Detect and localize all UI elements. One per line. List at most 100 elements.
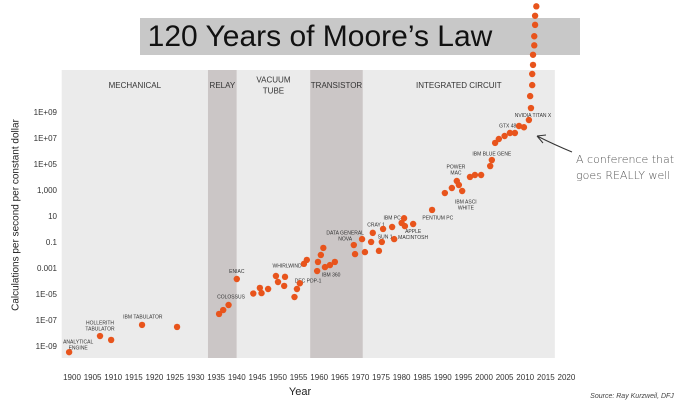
era-label: VACUUM <box>256 76 290 85</box>
data-point <box>293 285 301 293</box>
x-tick-label: 1900 <box>63 373 81 382</box>
x-tick-label: 1980 <box>393 373 411 382</box>
y-tick-label: 1E+09 <box>34 108 58 117</box>
y-tick-label: 1E+05 <box>34 160 58 169</box>
plot-area: MECHANICAL RELAY VACUUM TUBE TRANSISTOR INTEG… <box>61 70 555 358</box>
era-band <box>207 70 237 358</box>
era-band <box>61 70 208 358</box>
data-point <box>533 3 540 10</box>
y-tick-label: 1E+07 <box>34 134 58 143</box>
data-point <box>511 129 519 137</box>
callout-text: goes REALLY well <box>576 169 670 182</box>
data-point <box>272 272 280 280</box>
data-point <box>361 248 369 256</box>
data-point <box>486 162 494 170</box>
y-tick-label: 1E-07 <box>36 316 58 325</box>
point-label: TABULATOR <box>85 327 115 333</box>
data-point <box>173 323 181 331</box>
era-band <box>362 70 555 358</box>
point-label: MAC <box>450 171 462 177</box>
x-tick-label: 1905 <box>84 373 102 382</box>
data-point <box>379 225 387 233</box>
x-tick-label: 2000 <box>475 373 493 382</box>
x-tick-label: 1975 <box>372 373 390 382</box>
data-point <box>369 229 376 237</box>
data-point <box>531 42 538 49</box>
data-point <box>65 348 73 356</box>
point-label: MACINTOSH <box>398 235 428 241</box>
x-tick-label: 1935 <box>207 373 225 382</box>
data-point <box>233 275 240 283</box>
data-point <box>526 92 534 100</box>
data-point <box>375 247 383 255</box>
data-point <box>250 290 257 297</box>
y-tick-label: 1E-09 <box>36 342 58 351</box>
point-label: PENTIUM PC <box>422 216 453 222</box>
x-tick-label: 1920 <box>146 373 164 382</box>
x-tick-label: 1990 <box>434 373 452 382</box>
point-label: WHIRLWIND <box>273 263 302 269</box>
data-point <box>531 33 538 40</box>
y-tick-label: 0.001 <box>37 264 58 273</box>
data-point <box>501 132 508 140</box>
data-point <box>215 310 223 318</box>
x-axis-label: Year <box>289 386 312 398</box>
data-point <box>531 12 539 19</box>
point-label: IBM ASCI <box>455 199 477 205</box>
data-point <box>326 261 334 269</box>
data-point <box>471 171 479 179</box>
data-point <box>428 206 436 214</box>
point-label: IBM BLUE GENE <box>472 151 512 157</box>
data-point <box>367 238 375 246</box>
x-tick-label: 2005 <box>496 373 514 382</box>
x-tick-label: 1930 <box>187 373 205 382</box>
data-point <box>455 181 463 189</box>
y-tick-label: 0.1 <box>46 238 58 247</box>
point-label: ANALYTICAL <box>63 339 93 345</box>
data-point <box>314 258 322 266</box>
data-point <box>258 289 265 297</box>
x-tick-label: 1960 <box>310 373 328 382</box>
era-label: MECHANICAL <box>109 81 162 90</box>
data-point <box>527 104 535 112</box>
data-point <box>281 273 289 281</box>
data-point <box>388 223 396 231</box>
data-point <box>466 173 474 181</box>
x-tick-label: 1950 <box>269 373 287 382</box>
x-tick-label: 1940 <box>228 373 246 382</box>
point-label: IBM PC <box>384 216 402 222</box>
data-point <box>488 156 496 164</box>
point-label: APPLE <box>405 229 422 235</box>
data-point <box>495 135 503 143</box>
era-band <box>236 70 311 358</box>
data-point <box>351 250 359 258</box>
x-tick-label: 1985 <box>413 373 431 382</box>
x-tick-label: 1915 <box>125 373 143 382</box>
data-point <box>225 301 232 309</box>
data-point <box>291 293 298 301</box>
point-label: WHITE <box>458 205 475 211</box>
point-label: ENGINE <box>69 345 89 351</box>
x-tick-label: 2020 <box>558 373 576 382</box>
data-point <box>401 222 409 230</box>
point-label: COLOSSUS <box>217 294 245 300</box>
chart-title: 120 Years of Moore’s Law <box>148 20 493 53</box>
x-tick-label: 2015 <box>537 373 555 382</box>
data-point <box>477 171 485 179</box>
data-point <box>296 280 304 287</box>
data-point <box>331 258 339 266</box>
point-label: POWER <box>447 165 466 171</box>
era-label: TUBE <box>263 87 284 96</box>
data-point <box>448 184 456 192</box>
era-label: TRANSISTOR <box>311 81 363 90</box>
data-point <box>358 235 366 243</box>
x-tick-label: 1925 <box>166 373 184 382</box>
source-note: Source: Ray Kurzweil, DFJ <box>590 393 674 400</box>
point-label: GTX 480 <box>499 123 519 129</box>
point-label: DATA GENERAL <box>326 230 364 236</box>
data-point <box>529 81 536 89</box>
data-point <box>506 129 514 137</box>
data-point <box>458 187 466 195</box>
data-point <box>531 21 539 29</box>
